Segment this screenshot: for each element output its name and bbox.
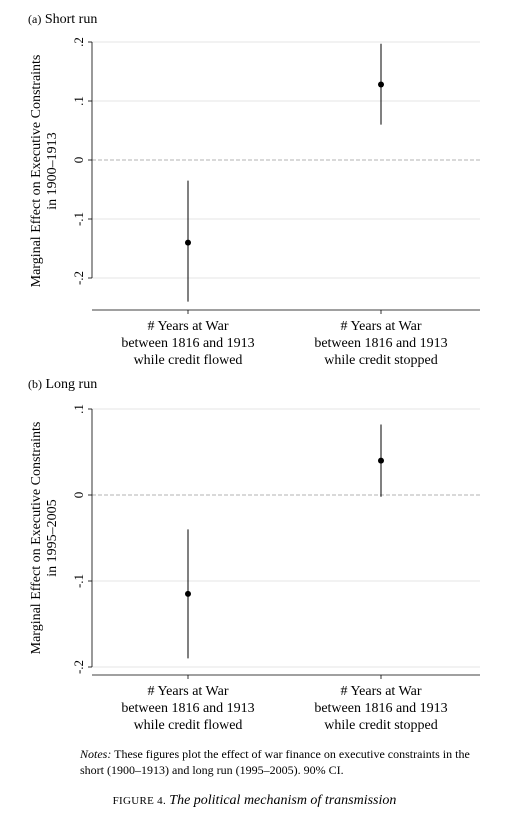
panel-b-category-label: # Years at War [340,684,421,699]
panel-b-y-tick-label: -.2 [71,660,86,674]
panel-a-category-label: between 1816 and 1913 [121,336,254,351]
panel-b-category-label: # Years at War [147,684,228,699]
panel-a-category-label: # Years at War [340,319,421,334]
panel-a-label: (a) Short run [28,12,97,28]
panel-a-category-label: while credit flowed [134,353,243,368]
notes-label: Notes: [80,747,112,761]
panel-b-y-axis-label: Marginal Effect on Executive Constraints [29,422,44,655]
figure-caption: FIGURE 4. The political mechanism of tra… [0,792,509,809]
panel-b-y-axis-label: in 1995–2005 [45,499,60,576]
panel-b-category-label: between 1816 and 1913 [314,701,447,716]
panel-a-title: Short run [44,12,98,27]
figure-number: FIGURE 4. [112,795,167,807]
panel-b-category-label: between 1816 and 1913 [121,701,254,716]
notes-text: These figures plot the effect of war fin… [80,747,470,777]
panel-a-category-label: # Years at War [147,319,228,334]
panel-b-y-tick-label: 0 [71,492,86,499]
panel-a-point-estimate [185,239,191,246]
panel-b-category-label: while credit stopped [324,718,438,733]
panel-a-category-label: between 1816 and 1913 [314,336,447,351]
panel-b-title: Long run [45,377,98,392]
panel-b-label: (b) Long run [28,377,97,393]
panel-a-y-axis-label: in 1900–1913 [45,132,60,209]
panel-b-y-tick-label: .1 [71,404,86,414]
panel-a-y-tick-label: .1 [71,96,86,106]
long-run-chart: .1 0 -.1 -.2 Marginal Effect on Executive Co… [29,404,480,733]
panel-a-category-label: while credit stopped [324,353,438,368]
panel-a-point-estimate [378,81,384,88]
panel-a-y-tick-label: -.1 [71,212,86,226]
panel-b-point-estimate [378,457,384,464]
panel-a-y-tick-label: .2 [71,37,86,47]
panel-a-y-axis-label: Marginal Effect on Executive Constraints [29,55,44,288]
panel-b-y-tick-label: -.1 [71,574,86,588]
panel-b-tag: (b) [28,377,42,391]
panel-b-point-estimate [185,590,191,597]
figure-title: The political mechanism of transmission [169,793,397,808]
figure-notes: Notes: These figures plot the effect of … [80,746,490,778]
short-run-chart: .2 .1 0 -.1 -.2 Marginal Effect on Executive … [29,37,480,368]
panel-a-y-tick-label: -.2 [71,271,86,285]
panel-a-y-tick-label: 0 [71,157,86,164]
panel-b-category-label: while credit flowed [134,718,243,733]
panel-a-tag: (a) [28,12,42,26]
